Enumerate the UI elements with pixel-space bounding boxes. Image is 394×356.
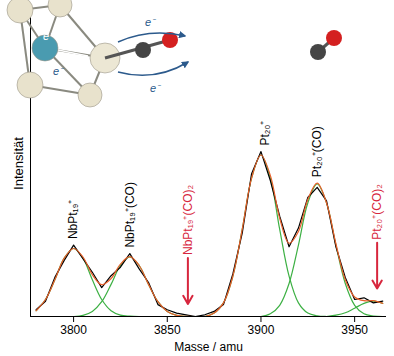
svg-text:3850: 3850: [154, 323, 181, 337]
svg-text:NbPt₁₉⁺: NbPt₁₉⁺: [66, 200, 80, 239]
svg-text:3900: 3900: [248, 323, 275, 337]
svg-text:NbPt₁₉⁺(CO): NbPt₁₉⁺(CO): [123, 182, 137, 247]
svg-text:Pt₂₀⁺: Pt₂₀⁺: [258, 121, 272, 146]
svg-text:Pt₂₀⁺(CO)₂: Pt₂₀⁺(CO)₂: [370, 184, 384, 240]
svg-text:3950: 3950: [341, 323, 368, 337]
svg-text:e⁻: e⁻: [150, 82, 162, 94]
svg-text:Masse / amu: Masse / amu: [174, 340, 243, 354]
svg-text:Intensität: Intensität: [11, 137, 26, 190]
svg-text:e⁻: e⁻: [43, 30, 55, 42]
svg-text:e⁻: e⁻: [53, 65, 65, 77]
svg-text:Pt₂₀⁺(CO): Pt₂₀⁺(CO): [310, 126, 324, 177]
svg-text:3800: 3800: [60, 323, 87, 337]
svg-text:e⁻: e⁻: [145, 16, 157, 28]
svg-text:NbPt₁₉⁺(CO)₂: NbPt₁₉⁺(CO)₂: [181, 185, 195, 255]
